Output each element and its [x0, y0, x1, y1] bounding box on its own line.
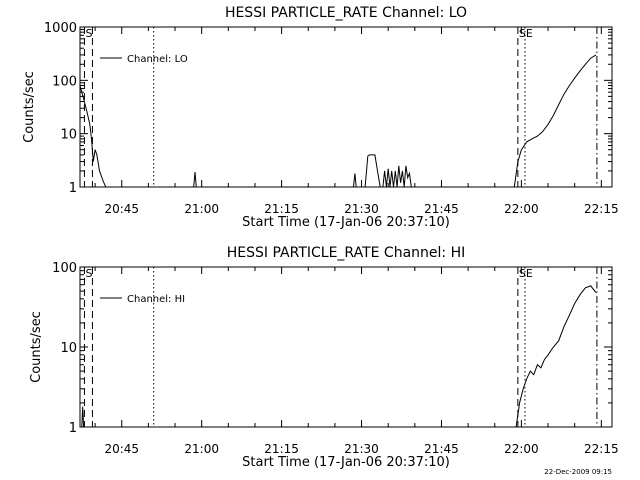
x-tick-label: 22:15 [584, 442, 619, 456]
x-tick-label: 20:45 [104, 202, 139, 216]
event-marker-label: S [85, 27, 92, 40]
y-tick-label: 100 [52, 261, 77, 276]
x-tick-label: 21:00 [184, 202, 219, 216]
x-tick-label: 21:15 [264, 442, 299, 456]
x-tick-label: 22:00 [504, 202, 539, 216]
event-marker-label: SE [519, 267, 533, 280]
x-tick-label: 21:45 [424, 202, 459, 216]
x-tick-label: 22:15 [584, 202, 619, 216]
plot-frame [79, 26, 613, 188]
series-line [364, 154, 381, 188]
x-tick-label: 21:45 [424, 442, 459, 456]
x-tick-label: 21:00 [184, 442, 219, 456]
chart-title: HESSI PARTICLE_RATE Channel: LO [225, 5, 467, 21]
y-tick-label: 1 [69, 421, 77, 436]
series-line [81, 406, 85, 428]
legend-entry: Channel: LO [127, 54, 188, 65]
x-tick-label: 21:30 [344, 202, 379, 216]
x-axis-label: Start Time (17-Jan-06 20:37:10) [242, 455, 450, 470]
x-tick-label: 21:15 [264, 202, 299, 216]
y-tick-label: 100 [52, 74, 77, 89]
x-tick-label: 21:30 [344, 442, 379, 456]
series-line [515, 285, 597, 428]
series-line [79, 85, 107, 188]
y-tick-label: 1000 [44, 21, 77, 36]
event-marker-label: S [85, 267, 92, 280]
x-tick-label: 22:00 [504, 442, 539, 456]
y-tick-label: 1 [69, 181, 77, 196]
event-marker-label: SE [519, 27, 533, 40]
series-line [513, 54, 597, 188]
lo-channel-panel: HESSI PARTICLE_RATE Channel: LO 20:45 21:0… [22, 5, 619, 230]
series-line [353, 173, 357, 188]
x-tick-label: 20:45 [104, 442, 139, 456]
footer-timestamp: 22-Dec-2009 09:15 [544, 468, 612, 476]
chart-title: HESSI PARTICLE_RATE Channel: HI [227, 245, 465, 261]
series-line [193, 172, 197, 188]
legend-entry: Channel: HI [127, 294, 185, 305]
y-axis-label: Counts/sec [22, 71, 37, 143]
x-axis-label: Start Time (17-Jan-06 20:37:10) [242, 215, 450, 230]
series-line [382, 165, 412, 188]
y-tick-label: 10 [60, 341, 77, 356]
hi-channel-panel: HESSI PARTICLE_RATE Channel: HI 20:45 21:0… [29, 245, 619, 470]
y-tick-label: 10 [60, 128, 77, 143]
y-axis-label: Counts/sec [29, 311, 44, 383]
plot-frame [79, 266, 613, 428]
